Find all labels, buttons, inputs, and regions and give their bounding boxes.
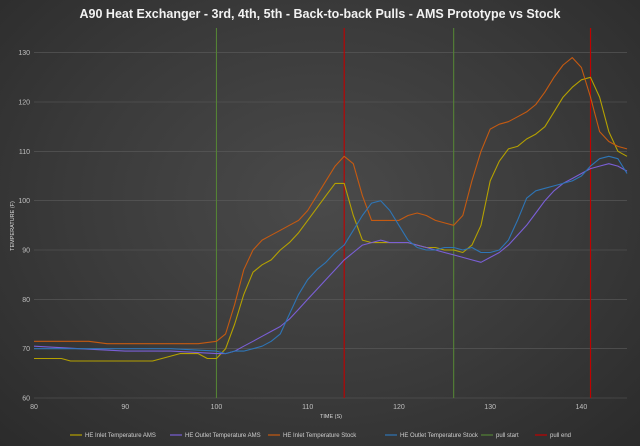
- x-tick-label: 90: [121, 404, 129, 411]
- y-tick-label: 80: [22, 297, 30, 304]
- legend-label: HE Outlet Temperature AMS: [185, 433, 261, 439]
- y-tick-label: 90: [22, 248, 30, 255]
- series-line-he-outlet-temperature-ams: [33, 163, 628, 355]
- series-line-he-outlet-temperature-stock: [34, 155, 628, 355]
- x-tick-label: 100: [211, 404, 223, 411]
- x-tick-label: 140: [576, 404, 588, 411]
- legend-label: pull start: [496, 433, 519, 439]
- legend-label: HE Outlet Temperature Stock: [400, 433, 479, 439]
- y-tick-label: 120: [18, 100, 30, 107]
- legend-item: HE Outlet Temperature AMS: [170, 433, 261, 439]
- grid: [34, 52, 627, 399]
- series-line-he-inlet-temperature-ams: [34, 76, 628, 362]
- legend-item: HE Inlet Temperature AMS: [70, 433, 156, 439]
- pull-markers: [215, 28, 592, 398]
- series-line-he-inlet-temperature-stock: [34, 57, 628, 345]
- y-tick-label: 110: [19, 149, 30, 156]
- legend-item: HE Outlet Temperature Stock: [385, 433, 479, 439]
- legend-label: HE Inlet Temperature AMS: [85, 433, 156, 439]
- series-lines: [33, 57, 628, 362]
- legend-item: pull end: [535, 433, 571, 439]
- x-tick-label: 120: [393, 404, 405, 411]
- legend-label: HE Inlet Temperature Stock: [283, 433, 357, 439]
- y-axis-ticks: 60 70 80 90 100 110 120 130: [18, 50, 30, 402]
- legend-item: pull start: [481, 433, 519, 439]
- y-tick-label: 70: [22, 346, 30, 353]
- y-axis-title: TEMPERATURE (F): [10, 201, 16, 251]
- legend-label: pull end: [550, 433, 571, 439]
- x-tick-label: 110: [302, 404, 313, 411]
- x-tick-label: 80: [30, 404, 38, 411]
- x-tick-label: 130: [484, 404, 496, 411]
- y-tick-label: 60: [22, 396, 30, 403]
- legend: HE Inlet Temperature AMS HE Outlet Temper…: [70, 433, 571, 439]
- chart-title: A90 Heat Exchanger - 3rd, 4th, 5th - Bac…: [80, 7, 561, 21]
- x-axis-ticks: 80 90 100 110 120 130 140: [30, 404, 587, 411]
- y-tick-label: 130: [18, 50, 30, 57]
- x-axis-title: TIME (S): [320, 414, 342, 420]
- legend-item: HE Inlet Temperature Stock: [268, 433, 357, 439]
- y-tick-label: 100: [18, 198, 30, 205]
